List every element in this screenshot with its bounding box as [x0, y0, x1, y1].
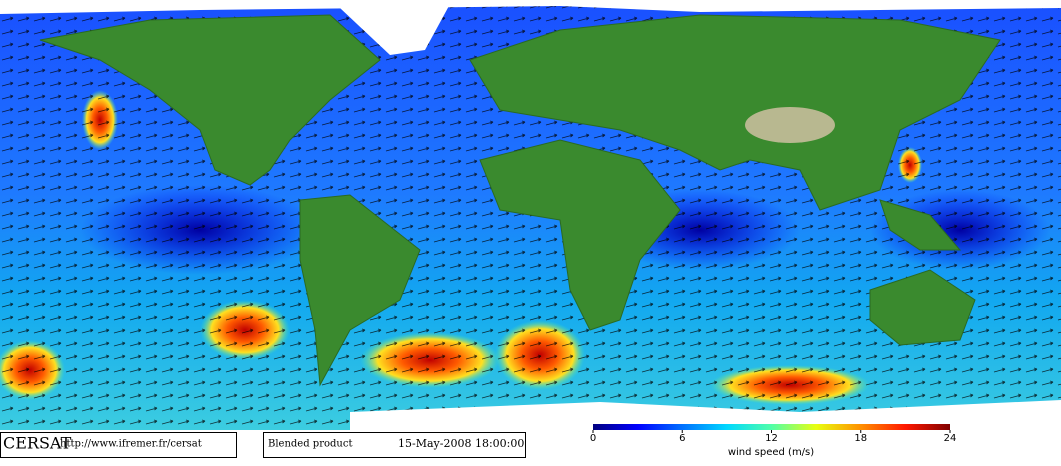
colorbar-tick-label: 0	[590, 433, 596, 444]
colorbar-tick-label: 18	[854, 433, 867, 444]
colorbar-tick-label: 24	[944, 433, 957, 444]
product: Blended product	[268, 439, 352, 450]
colorbar-tick-label: 12	[765, 433, 778, 444]
product-box	[263, 432, 526, 458]
ice	[0, 0, 1061, 430]
url: http://www.ifremer.fr/cersat	[60, 439, 202, 450]
colorbar	[593, 424, 950, 430]
timestamp: 15-May-2008 18:00:00	[398, 437, 524, 450]
organization: CERSAT	[3, 434, 72, 453]
land	[39, 14, 1001, 387]
colorbar-tick-label: 6	[679, 433, 685, 444]
org-box	[0, 432, 237, 458]
colorbar-label: wind speed (m/s)	[728, 447, 814, 458]
